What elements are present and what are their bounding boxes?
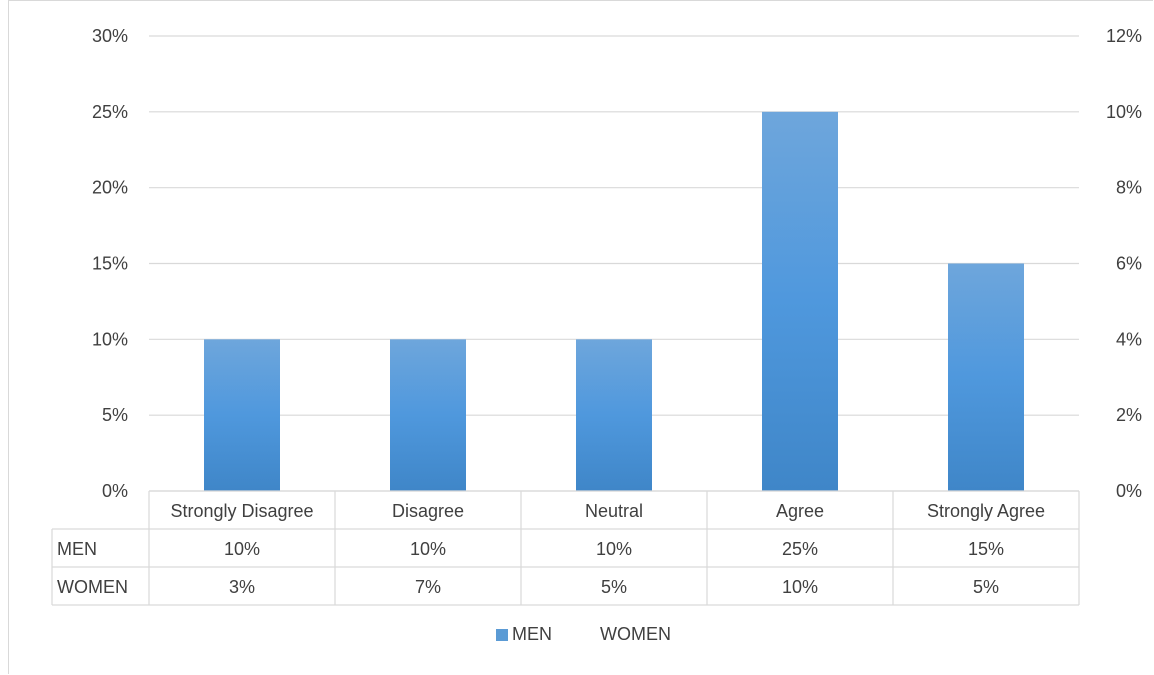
- left-tick-label: 10%: [92, 329, 128, 349]
- right-tick-label: 6%: [1116, 254, 1142, 274]
- table-cell: 15%: [968, 539, 1004, 559]
- legend: MEN WOMEN: [496, 624, 671, 644]
- table-cell: 10%: [596, 539, 632, 559]
- left-tick-label: 0%: [102, 481, 128, 501]
- right-tick-label: 2%: [1116, 405, 1142, 425]
- table-row-label: WOMEN: [57, 577, 128, 597]
- bar-men-0: [204, 339, 280, 491]
- table-cell: 5%: [601, 577, 627, 597]
- table-cell: 25%: [782, 539, 818, 559]
- right-tick-label: 10%: [1106, 102, 1142, 122]
- bar-men-1: [390, 339, 466, 491]
- right-tick-label: 0%: [1116, 481, 1142, 501]
- category-label: Strongly Agree: [927, 501, 1045, 521]
- category-label: Agree: [776, 501, 824, 521]
- bar-men-2: [576, 339, 652, 491]
- category-label: Strongly Disagree: [170, 501, 313, 521]
- men-bars: [204, 111, 1024, 491]
- left-tick-label: 5%: [102, 405, 128, 425]
- category-label: Disagree: [392, 501, 464, 521]
- legend-label-women: WOMEN: [600, 624, 671, 644]
- table-cell: 10%: [224, 539, 260, 559]
- left-axis-ticks: 0% 5% 10% 15% 20% 25% 30%: [92, 26, 128, 501]
- chart-frame: [8, 0, 1153, 674]
- legend-swatch-men: [496, 629, 508, 641]
- legend-label-men: MEN: [512, 624, 552, 644]
- right-tick-label: 8%: [1116, 178, 1142, 198]
- data-table: Strongly Disagree Disagree Neutral Agree Str…: [51, 490, 1080, 606]
- table-row-label: MEN: [57, 539, 97, 559]
- left-tick-label: 20%: [92, 178, 128, 198]
- bar-men-4: [948, 263, 1024, 491]
- left-tick-label: 15%: [92, 254, 128, 274]
- table-cell: 5%: [973, 577, 999, 597]
- table-cell: 3%: [229, 577, 255, 597]
- table-cell: 10%: [782, 577, 818, 597]
- right-axis-ticks: 0% 2% 4% 6% 8% 10% 12%: [1106, 26, 1142, 501]
- right-tick-label: 4%: [1116, 329, 1142, 349]
- right-tick-label: 12%: [1106, 26, 1142, 46]
- table-cell: 10%: [410, 539, 446, 559]
- table-cell: 7%: [415, 577, 441, 597]
- left-tick-label: 25%: [92, 102, 128, 122]
- bar-men-3: [762, 111, 838, 491]
- category-label: Neutral: [585, 501, 643, 521]
- left-tick-label: 30%: [92, 26, 128, 46]
